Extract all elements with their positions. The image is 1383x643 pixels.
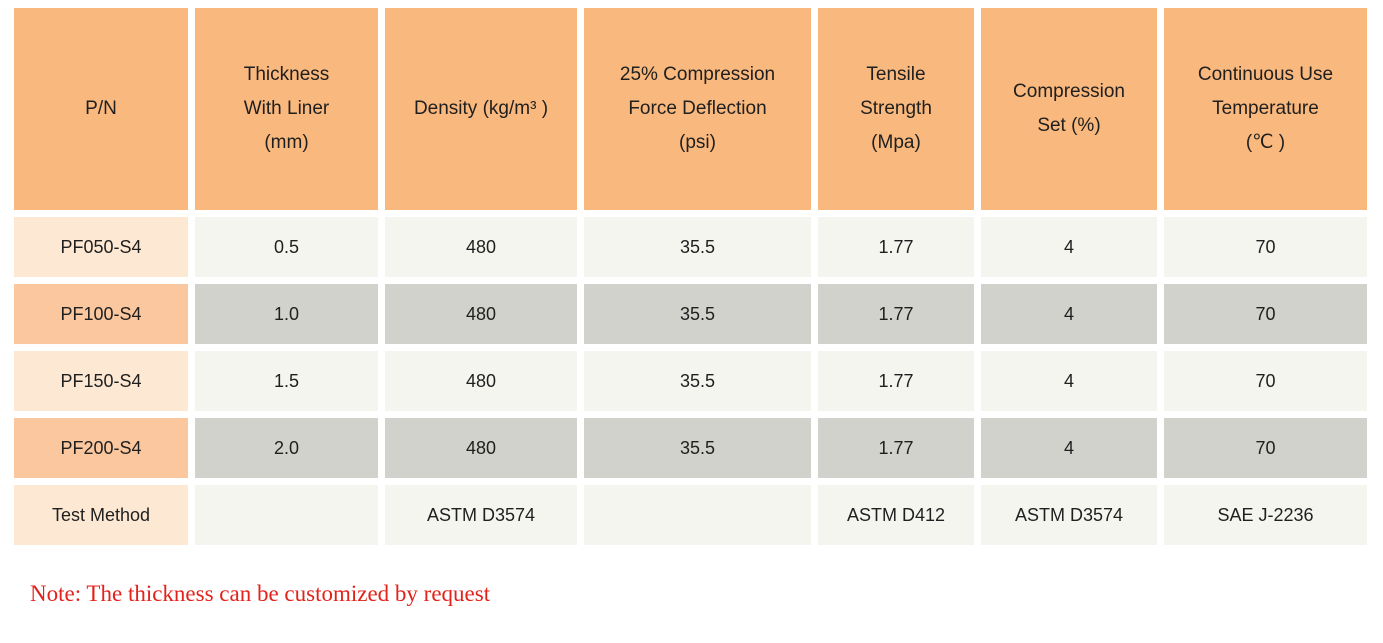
header-tensile-strength: Tensile Strength (Mpa): [818, 8, 974, 210]
table-cell: ASTM D3574: [385, 485, 577, 545]
table-cell: 4: [981, 284, 1157, 344]
row-label-pf050-s4: PF050-S4: [14, 217, 188, 277]
table-cell: 35.5: [584, 284, 811, 344]
table-cell: 70: [1164, 351, 1367, 411]
table-cell: 480: [385, 217, 577, 277]
header-compression-force-deflection: 25% Compression Force Deflection (psi): [584, 8, 811, 210]
header-continuous-use-temperature: Continuous Use Temperature (℃ ): [1164, 8, 1367, 210]
table-cell: SAE J-2236: [1164, 485, 1367, 545]
table-cell: [195, 485, 378, 545]
row-label-test-method: Test Method: [14, 485, 188, 545]
table-cell: 1.5: [195, 351, 378, 411]
table-cell: 480: [385, 284, 577, 344]
table-cell: 480: [385, 418, 577, 478]
row-label-pf150-s4: PF150-S4: [14, 351, 188, 411]
table-cell: 35.5: [584, 351, 811, 411]
table-cell: 35.5: [584, 418, 811, 478]
table-cell: 480: [385, 351, 577, 411]
header-pn: P/N: [14, 8, 188, 210]
table-cell: 4: [981, 217, 1157, 277]
table-cell: 1.77: [818, 217, 974, 277]
table-cell: ASTM D3574: [981, 485, 1157, 545]
table-cell: 70: [1164, 284, 1367, 344]
table-cell: 1.0: [195, 284, 378, 344]
table-cell: 4: [981, 351, 1157, 411]
table-cell: [584, 485, 811, 545]
table-cell: 0.5: [195, 217, 378, 277]
table-cell: 70: [1164, 418, 1367, 478]
row-label-pf200-s4: PF200-S4: [14, 418, 188, 478]
table-cell: ASTM D412: [818, 485, 974, 545]
note-text: Note: The thickness can be customized by…: [30, 581, 491, 606]
table-cell: 2.0: [195, 418, 378, 478]
row-label-pf100-s4: PF100-S4: [14, 284, 188, 344]
header-density: Density (kg/m³ ): [385, 8, 577, 210]
table-cell: 1.77: [818, 284, 974, 344]
table-cell: 70: [1164, 217, 1367, 277]
header-thickness-with-liner: Thickness With Liner (mm): [195, 8, 378, 210]
header-compression-set: Compression Set (%): [981, 8, 1157, 210]
table-cell: 4: [981, 418, 1157, 478]
table-cell: 1.77: [818, 418, 974, 478]
spec-table: P/N Thickness With Liner (mm) Density (k…: [14, 8, 1367, 545]
table-cell: 35.5: [584, 217, 811, 277]
table-cell: 1.77: [818, 351, 974, 411]
